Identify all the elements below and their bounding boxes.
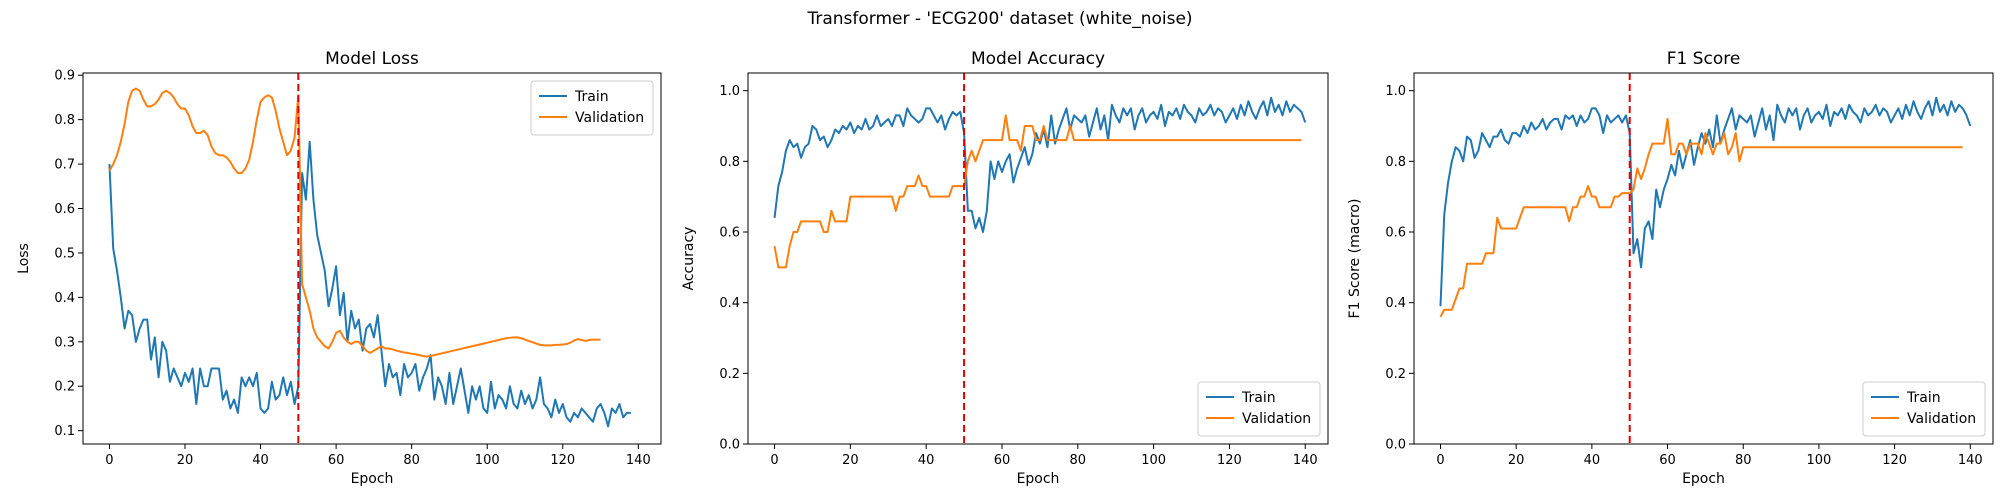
legend: Train Validation	[1862, 381, 1986, 437]
series-line-validation	[1439, 117, 1963, 318]
legend-label: Train	[1906, 390, 1941, 406]
figure-suptitle: Transformer - 'ECG200' dataset (white_no…	[806, 9, 1192, 29]
legend-box	[530, 80, 654, 136]
plot-area	[108, 87, 631, 428]
plot-area	[773, 96, 1307, 269]
chart-panel-2: Model Accuracy 0 20 40 60 80 100 120 140 0.0 0.2 0.…	[681, 49, 1329, 487]
legend-label: Train	[1241, 390, 1276, 406]
x-tick-label: 80	[403, 453, 420, 468]
x-tick-label: 60	[994, 453, 1011, 468]
y-axis-label: Loss	[16, 243, 32, 274]
x-tick-label: 120	[1882, 453, 1907, 468]
legend: Train Validation	[1197, 381, 1321, 437]
legend-box	[1197, 381, 1321, 437]
x-axis-label: Epoch	[1682, 471, 1725, 487]
y-tick-label: 1.0	[1385, 84, 1406, 99]
chart-title: F1 Score	[1667, 49, 1741, 69]
y-tick-label: 0.0	[1385, 438, 1406, 453]
y-tick-label: 0.8	[719, 155, 740, 170]
x-tick-label: 80	[1735, 453, 1752, 468]
chart-panel-3: F1 Score 0 20 40 60 80 100 120 140 0.0 0.2 0.4 0.6 0.…	[1347, 49, 1994, 487]
x-tick-label: 20	[177, 453, 194, 468]
legend-label: Validation	[1242, 411, 1311, 427]
series-line-train	[1439, 96, 1972, 307]
x-tick-label: 60	[1659, 453, 1676, 468]
y-tick-label: 0.2	[719, 367, 740, 382]
x-tick-label: 40	[252, 453, 269, 468]
y-tick-label: 0.1	[54, 424, 75, 439]
y-tick-label: 0.4	[1385, 296, 1406, 311]
y-tick-label: 0.4	[719, 296, 740, 311]
y-axis-label: Accuracy	[681, 227, 697, 291]
legend-label: Validation	[1907, 411, 1976, 427]
y-tick-label: 0.8	[54, 113, 75, 128]
plot-area	[1439, 96, 1972, 318]
y-tick-label: 0.3	[54, 335, 75, 350]
x-tick-label: 100	[475, 453, 500, 468]
x-tick-label: 140	[1958, 453, 1983, 468]
chart-title: Model Loss	[325, 49, 419, 69]
x-tick-label: 0	[770, 453, 778, 468]
y-tick-label: 0.0	[719, 438, 740, 453]
y-tick-label: 0.9	[54, 69, 75, 84]
x-tick-label: 0	[105, 453, 113, 468]
x-tick-label: 80	[1070, 453, 1087, 468]
legend-box	[1862, 381, 1986, 437]
x-tick-label: 40	[1584, 453, 1601, 468]
y-tick-label: 0.5	[54, 246, 75, 261]
panels: Model Loss 0 20 40 60 80 100 120 140 0.1 0.2 0.3 0.4…	[16, 49, 1994, 487]
y-tick-label: 0.6	[1385, 226, 1406, 241]
series-line-train	[108, 140, 631, 428]
axes-frame	[1413, 72, 1994, 445]
chart-panel-1: Model Loss 0 20 40 60 80 100 120 140 0.1 0.2 0.3 0.4…	[16, 49, 662, 487]
axes-frame	[747, 72, 1329, 445]
y-tick-label: 0.7	[54, 158, 75, 173]
x-tick-label: 120	[550, 453, 575, 468]
x-tick-label: 20	[842, 453, 859, 468]
x-axis-label: Epoch	[351, 471, 394, 487]
x-tick-label: 100	[1807, 453, 1832, 468]
x-tick-label: 120	[1217, 453, 1242, 468]
legend-label: Train	[574, 89, 609, 105]
x-tick-label: 100	[1141, 453, 1166, 468]
chart-title: Model Accuracy	[971, 49, 1105, 69]
series-line-validation	[773, 114, 1302, 269]
y-tick-label: 1.0	[719, 84, 740, 99]
y-tick-label: 0.2	[1385, 367, 1406, 382]
x-tick-label: 60	[328, 453, 345, 468]
y-tick-label: 0.4	[54, 291, 75, 306]
axes-frame	[82, 72, 662, 445]
x-axis-label: Epoch	[1017, 471, 1060, 487]
series-line-train	[773, 96, 1307, 233]
x-tick-label: 0	[1436, 453, 1444, 468]
y-tick-label: 0.8	[1385, 155, 1406, 170]
x-tick-label: 140	[626, 453, 651, 468]
y-axis-label: F1 Score (macro)	[1347, 199, 1363, 319]
legend-label: Validation	[575, 110, 644, 126]
y-tick-label: 0.6	[719, 226, 740, 241]
x-tick-label: 140	[1293, 453, 1318, 468]
y-tick-label: 0.6	[54, 202, 75, 217]
x-tick-label: 20	[1508, 453, 1525, 468]
legend: Train Validation	[530, 80, 654, 136]
y-tick-label: 0.2	[54, 380, 75, 395]
series-line-validation	[108, 87, 601, 358]
x-tick-label: 40	[918, 453, 935, 468]
